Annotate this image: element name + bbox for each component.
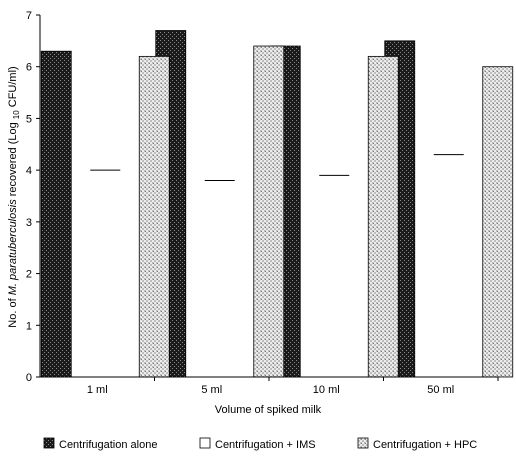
x-axis-title: Volume of spiked milk [215, 404, 322, 416]
legend-swatch [199, 437, 211, 449]
y-tick-label: 3 [26, 217, 32, 229]
bar [319, 175, 350, 377]
y-tick-label: 7 [26, 10, 32, 22]
legend-swatch [43, 437, 55, 449]
legend-label: Centrifugation + IMS [215, 439, 316, 451]
bar [482, 66, 514, 378]
y-tick-label: 4 [26, 165, 32, 177]
y-tick-label: 2 [26, 269, 32, 281]
x-tick-label: 10 ml [313, 384, 340, 396]
y-tick-label: 6 [26, 62, 32, 74]
legend-swatch [357, 437, 369, 449]
plot-area: 0 1 2 3 4 5 6 7 1 ml 5 ml 10 ml 50 ml [26, 10, 514, 396]
x-tick-label: 50 ml [427, 384, 454, 396]
bar [90, 170, 121, 377]
x-tick-label: 1 ml [87, 384, 108, 396]
bar [138, 55, 170, 378]
y-axis-title: No. of M. paratuberculosis recovered (Lo… [7, 66, 21, 327]
bar [40, 50, 72, 378]
legend-label: Centrifugation alone [59, 439, 157, 451]
y-tick-label: 1 [26, 320, 32, 332]
bar [204, 180, 235, 377]
x-tick-label: 5 ml [201, 384, 222, 396]
bar [367, 55, 399, 378]
legend-label: Centrifugation + HPC [373, 439, 477, 451]
svg-text:No. of M. paratuberculosis rec: No. of M. paratuberculosis recovered (Lo… [7, 66, 21, 327]
legend: Centrifugation alone Centrifugation + IMS… [43, 437, 477, 451]
y-tick-label: 5 [26, 113, 32, 125]
bar [253, 45, 285, 378]
bar [433, 154, 464, 377]
y-tick-label: 0 [26, 372, 32, 384]
